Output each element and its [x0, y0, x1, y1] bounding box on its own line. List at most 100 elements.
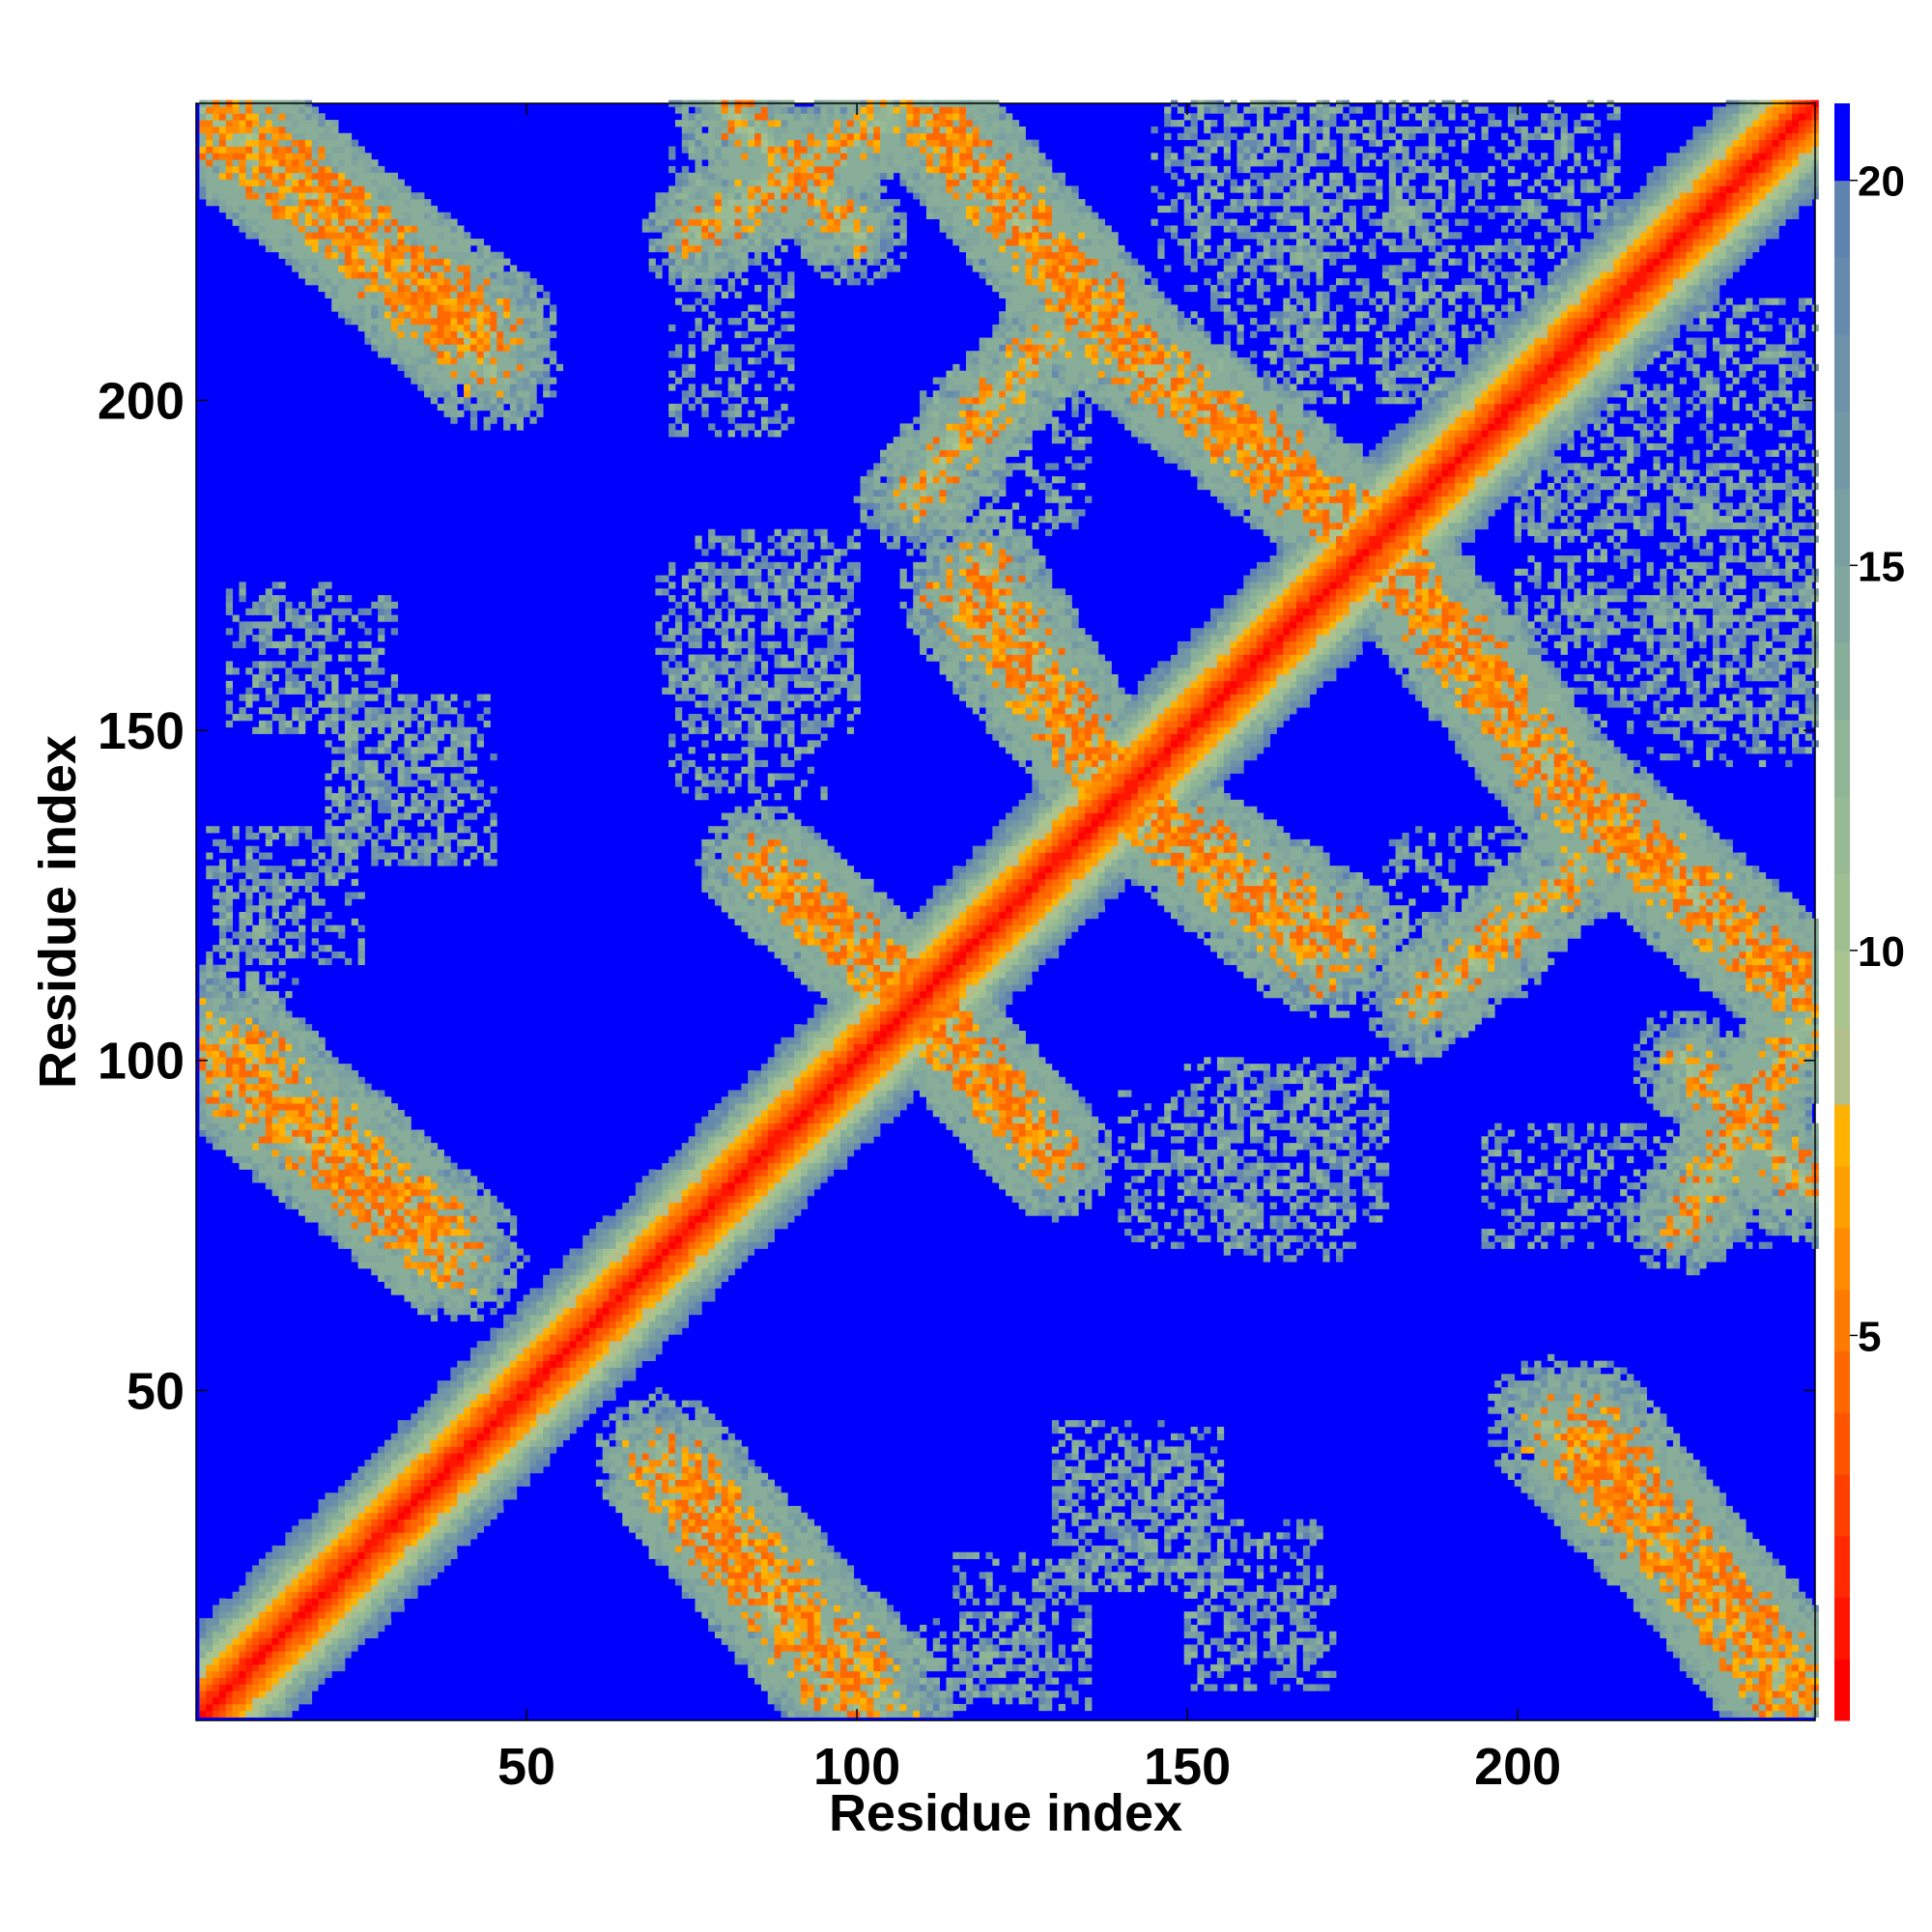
- heatmap-cell: [431, 1182, 438, 1189]
- heatmap-cell: [503, 1294, 510, 1301]
- heatmap-cell: [345, 292, 352, 298]
- heatmap-cell: [404, 1492, 411, 1499]
- heatmap-cell: [444, 1156, 451, 1163]
- heatmap-cell: [364, 1255, 371, 1262]
- heatmap-cell: [431, 304, 438, 311]
- heatmap-cell: [457, 1413, 464, 1420]
- heatmap-cell: [325, 1651, 331, 1658]
- heatmap-cell: [490, 1308, 497, 1315]
- heatmap-cell: [556, 1401, 563, 1407]
- heatmap-cell: [364, 1539, 371, 1546]
- heatmap-cell: [450, 1406, 457, 1413]
- heatmap-cell: [331, 133, 338, 140]
- heatmap-cell: [233, 1037, 240, 1044]
- heatmap-cell: [285, 140, 292, 147]
- heatmap-cell: [298, 905, 305, 912]
- heatmap-cell: [213, 1117, 219, 1123]
- heatmap-cell: [457, 1308, 464, 1315]
- heatmap-cell: [292, 1070, 298, 1077]
- heatmap-cell: [529, 1427, 536, 1434]
- heatmap-cell: [510, 344, 517, 351]
- heatmap-cell: [391, 180, 398, 186]
- heatmap-cell: [404, 325, 411, 331]
- heatmap-cell: [450, 1506, 457, 1513]
- heatmap-cell: [226, 846, 233, 853]
- heatmap-cell: [378, 1117, 384, 1123]
- heatmap-cell: [398, 793, 405, 800]
- heatmap-cell: [464, 1486, 470, 1492]
- heatmap-cell: [298, 1189, 305, 1196]
- heatmap-cell: [319, 1611, 326, 1618]
- heatmap-cell: [364, 298, 371, 305]
- heatmap-cell: [391, 1275, 398, 1282]
- heatmap-cell: [477, 1361, 484, 1368]
- heatmap-cell: [206, 1117, 213, 1123]
- heatmap-cell: [312, 628, 319, 635]
- heatmap-cell: [490, 371, 497, 378]
- heatmap-cell: [266, 978, 272, 984]
- heatmap-cell: [417, 304, 424, 311]
- heatmap-cell: [398, 285, 405, 292]
- heatmap-cell: [213, 1143, 219, 1150]
- heatmap-cell: [398, 1466, 405, 1473]
- heatmap-cell: [378, 1473, 384, 1480]
- heatmap-cell: [364, 1525, 371, 1532]
- heatmap-cell: [345, 1129, 352, 1136]
- heatmap-cell: [266, 1690, 272, 1697]
- heatmap-cell: [398, 1208, 405, 1215]
- heatmap-cell: [576, 1348, 582, 1354]
- heatmap-cell: [239, 1064, 245, 1070]
- heatmap-cell: [292, 1565, 298, 1572]
- heatmap-cell: [457, 800, 464, 807]
- heatmap-cell: [364, 1625, 371, 1632]
- heatmap-cell: [345, 1117, 352, 1123]
- heatmap-cell: [384, 351, 391, 357]
- heatmap-cell: [345, 846, 352, 853]
- heatmap-cell: [457, 786, 464, 793]
- heatmap-cell: [292, 259, 298, 266]
- heatmap-cell: [404, 344, 411, 351]
- heatmap-cell: [391, 1592, 398, 1599]
- heatmap-cell: [279, 1150, 286, 1156]
- heatmap-cell: [529, 1361, 536, 1368]
- heatmap-cell: [285, 1611, 292, 1618]
- heatmap-cell: [550, 1401, 556, 1407]
- heatmap-cell: [431, 1156, 438, 1163]
- heatmap-cell: [199, 1711, 206, 1718]
- heatmap-cell: [285, 180, 292, 186]
- heatmap-cell: [285, 952, 292, 958]
- heatmap-cell: [285, 1697, 292, 1704]
- heatmap-cell: [292, 252, 298, 259]
- heatmap-cell: [338, 1532, 345, 1539]
- heatmap-cell: [457, 1525, 464, 1532]
- heatmap-cell: [444, 1440, 451, 1447]
- heatmap-cell: [226, 180, 233, 186]
- heatmap-cell: [219, 1129, 226, 1136]
- heatmap-cell: [450, 1248, 457, 1255]
- heatmap-cell: [424, 1525, 431, 1532]
- heatmap-cell: [206, 1050, 213, 1057]
- heatmap-cell: [398, 1578, 405, 1585]
- heatmap-cell: [279, 199, 286, 206]
- heatmap-cell: [411, 213, 417, 219]
- heatmap-cell: [497, 1208, 503, 1215]
- heatmap-cell: [252, 1050, 259, 1057]
- heatmap-cell: [510, 304, 517, 311]
- heatmap-cell: [378, 714, 384, 721]
- heatmap-cell: [252, 1143, 259, 1150]
- heatmap-cell: [338, 714, 345, 721]
- heatmap-cell: [536, 1334, 543, 1341]
- heatmap-cell: [206, 146, 213, 153]
- heatmap-cell: [556, 1268, 563, 1275]
- heatmap-cell: [352, 734, 358, 741]
- heatmap-cell: [417, 853, 424, 860]
- heatmap-cell: [484, 1440, 491, 1447]
- heatmap-cell: [470, 378, 477, 384]
- heatmap-cell: [226, 159, 233, 166]
- heatmap-cell: [266, 1599, 272, 1605]
- heatmap-cell: [384, 1578, 391, 1585]
- heatmap-cell: [279, 1684, 286, 1690]
- heatmap-cell: [245, 127, 252, 133]
- heatmap-cell: [319, 1499, 326, 1506]
- heatmap-cell: [239, 166, 245, 173]
